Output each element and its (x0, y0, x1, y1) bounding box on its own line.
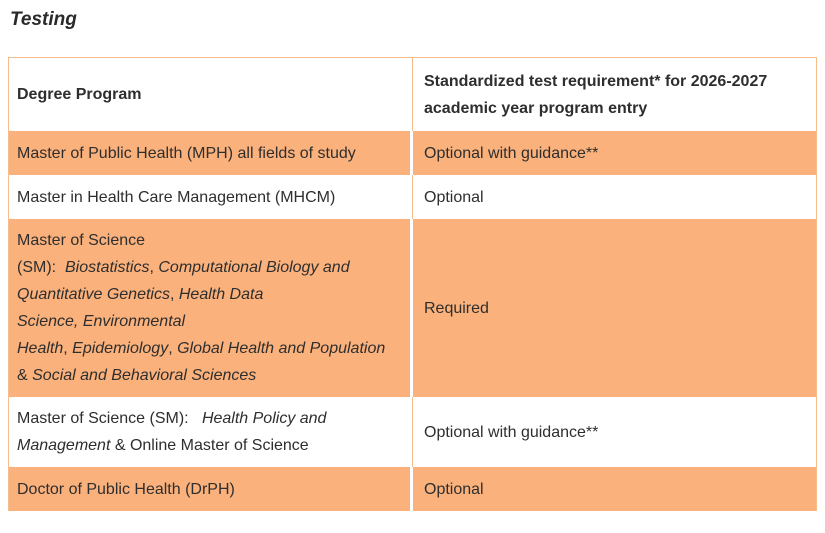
program-line: & Social and Behavioral Sciences (17, 367, 257, 384)
requirement-cell: Optional with guidance** (413, 131, 816, 175)
program-line: Management & Online Master of Science (17, 437, 309, 454)
testing-table: Degree Program Standardized test require… (8, 57, 817, 511)
program-cell-text: Master of Science (SM): Health Policy an… (17, 405, 326, 459)
requirement-cell-text: Optional with guidance** (424, 144, 599, 162)
column-header-test-requirement: Standardized test requirement* for 2026-… (413, 58, 816, 131)
program-cell: Master of Science (SM): Biostatistics, Co… (9, 219, 413, 397)
requirement-cell: Optional (413, 467, 816, 511)
program-line: Health, Epidemiology, Global Health and … (17, 340, 386, 357)
requirement-cell: Optional (413, 175, 816, 219)
program-cell: Master of Public Health (MPH) all fields… (9, 131, 413, 175)
program-line: Quantitative Genetics, Health Data (17, 286, 264, 303)
program-line: Master of Science (SM): Health Policy an… (17, 410, 327, 427)
program-cell-text: Doctor of Public Health (DrPH) (17, 476, 235, 503)
program-cell-text: Master in Health Care Management (MHCM) (17, 184, 335, 211)
program-cell: Master of Science (SM): Health Policy an… (9, 397, 413, 467)
program-line: Master of Public Health (MPH) all fields… (17, 144, 356, 162)
program-line: Master of Science (17, 232, 146, 249)
program-cell: Master in Health Care Management (MHCM) (9, 175, 413, 219)
column-header-test-requirement-label: Standardized test requirement* for 2026-… (424, 68, 767, 122)
requirement-cell-text: Optional with guidance** (424, 423, 599, 441)
table-row: Master of Science (SM): Health Policy an… (9, 397, 816, 467)
program-line: Master in Health Care Management (MHCM) (17, 188, 336, 206)
column-header-degree-program: Degree Program (9, 58, 413, 131)
table-row: Master of Science (SM): Biostatistics, Co… (9, 219, 816, 397)
requirement-cell-text: Optional (424, 188, 484, 206)
column-header-test-requirement-line2: academic year program entry (424, 99, 648, 117)
table-row: Doctor of Public Health (DrPH) Optional (9, 467, 816, 511)
requirement-cell-text: Optional (424, 480, 484, 498)
program-line: (SM): Biostatistics, Computational Biolo… (17, 259, 350, 276)
requirement-cell-text: Required (424, 299, 489, 317)
testing-table-body: Master of Public Health (MPH) all fields… (9, 131, 816, 511)
requirement-cell: Optional with guidance** (413, 397, 816, 467)
program-cell-text: Master of Science (SM): Biostatistics, Co… (17, 227, 385, 389)
section-title: Testing (10, 9, 77, 30)
table-row: Master in Health Care Management (MHCM) … (9, 175, 816, 219)
program-cell: Doctor of Public Health (DrPH) (9, 467, 413, 511)
page: Testing Degree Program Standardized test… (0, 8, 825, 511)
program-line: Science, Environmental (17, 313, 186, 330)
table-header-row: Degree Program Standardized test require… (9, 58, 816, 131)
column-header-degree-program-label: Degree Program (17, 86, 142, 103)
column-header-test-requirement-line1: Standardized test requirement* for 2026-… (424, 72, 768, 90)
program-line: Doctor of Public Health (DrPH) (17, 480, 235, 498)
requirement-cell: Required (413, 219, 816, 397)
program-cell-text: Master of Public Health (MPH) all fields… (17, 140, 356, 167)
table-row: Master of Public Health (MPH) all fields… (9, 131, 816, 175)
